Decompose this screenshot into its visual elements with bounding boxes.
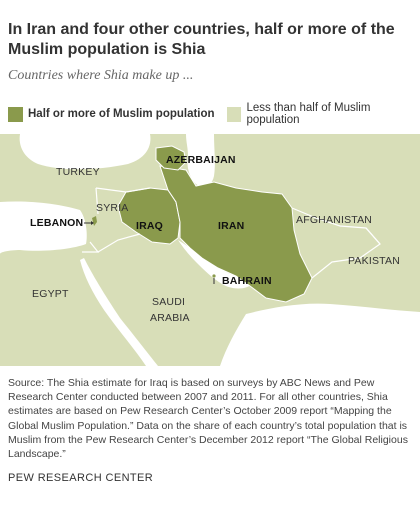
country-bahrain (212, 274, 216, 278)
label-azerbaijan: AZERBAIJAN (166, 154, 236, 166)
red-sea (80, 258, 158, 366)
label-arabia: ARABIA (150, 312, 190, 324)
legend-swatch-light (227, 106, 242, 122)
border-pakistan-east (365, 227, 381, 245)
mediterranean-sea (0, 201, 87, 254)
legend-half-or-more: Half or more of Muslim population (8, 106, 215, 122)
label-saudi: SAUDI (152, 296, 186, 308)
country-iraq (117, 187, 181, 245)
label-egypt: EGYPT (32, 288, 69, 300)
caspian-sea (186, 134, 215, 187)
black-sea (19, 134, 151, 170)
label-pakistan: PAKISTAN (348, 255, 400, 267)
source-note: Source: The Shia estimate for Iraq is ba… (8, 377, 408, 461)
label-iran: IRAN (218, 220, 245, 232)
country-borders (82, 187, 381, 279)
chart-subtitle: Countries where Shia make up ... (8, 68, 194, 83)
country-iran (159, 165, 313, 303)
label-bahrain: BAHRAIN (222, 275, 272, 287)
border-saudi-north (97, 233, 141, 253)
legend-swatch-dark (8, 106, 23, 122)
label-lebanon: LEBANON (30, 217, 84, 229)
arabian-sea (220, 303, 420, 366)
legend-less-than-half: Less than half of Muslim population (227, 102, 420, 126)
legend-label-less-than-half: Less than half of Muslim population (246, 102, 371, 126)
label-afghanistan: AFGHANISTAN (296, 214, 373, 226)
border-turkey-syria (95, 187, 151, 193)
country-azerbaijan (155, 145, 187, 171)
credit-line: PEW RESEARCH CENTER (8, 472, 154, 484)
map-graphic (0, 134, 420, 366)
lebanon-pointer-arrow (91, 221, 94, 225)
legend-label-half-or-more: Half or more of Muslim population (28, 108, 215, 120)
map: AZERBAIJAN TURKEY SYRIA LEBANON IRAQ IRA… (0, 134, 420, 366)
border-syria-west (95, 187, 99, 215)
persian-gulf (178, 240, 252, 289)
label-syria: SYRIA (96, 202, 129, 214)
label-iraq: IRAQ (136, 220, 164, 232)
label-turkey: TURKEY (56, 166, 100, 178)
chart-title: In Iran and four other countries, half o… (8, 21, 395, 58)
country-lebanon (92, 216, 97, 226)
